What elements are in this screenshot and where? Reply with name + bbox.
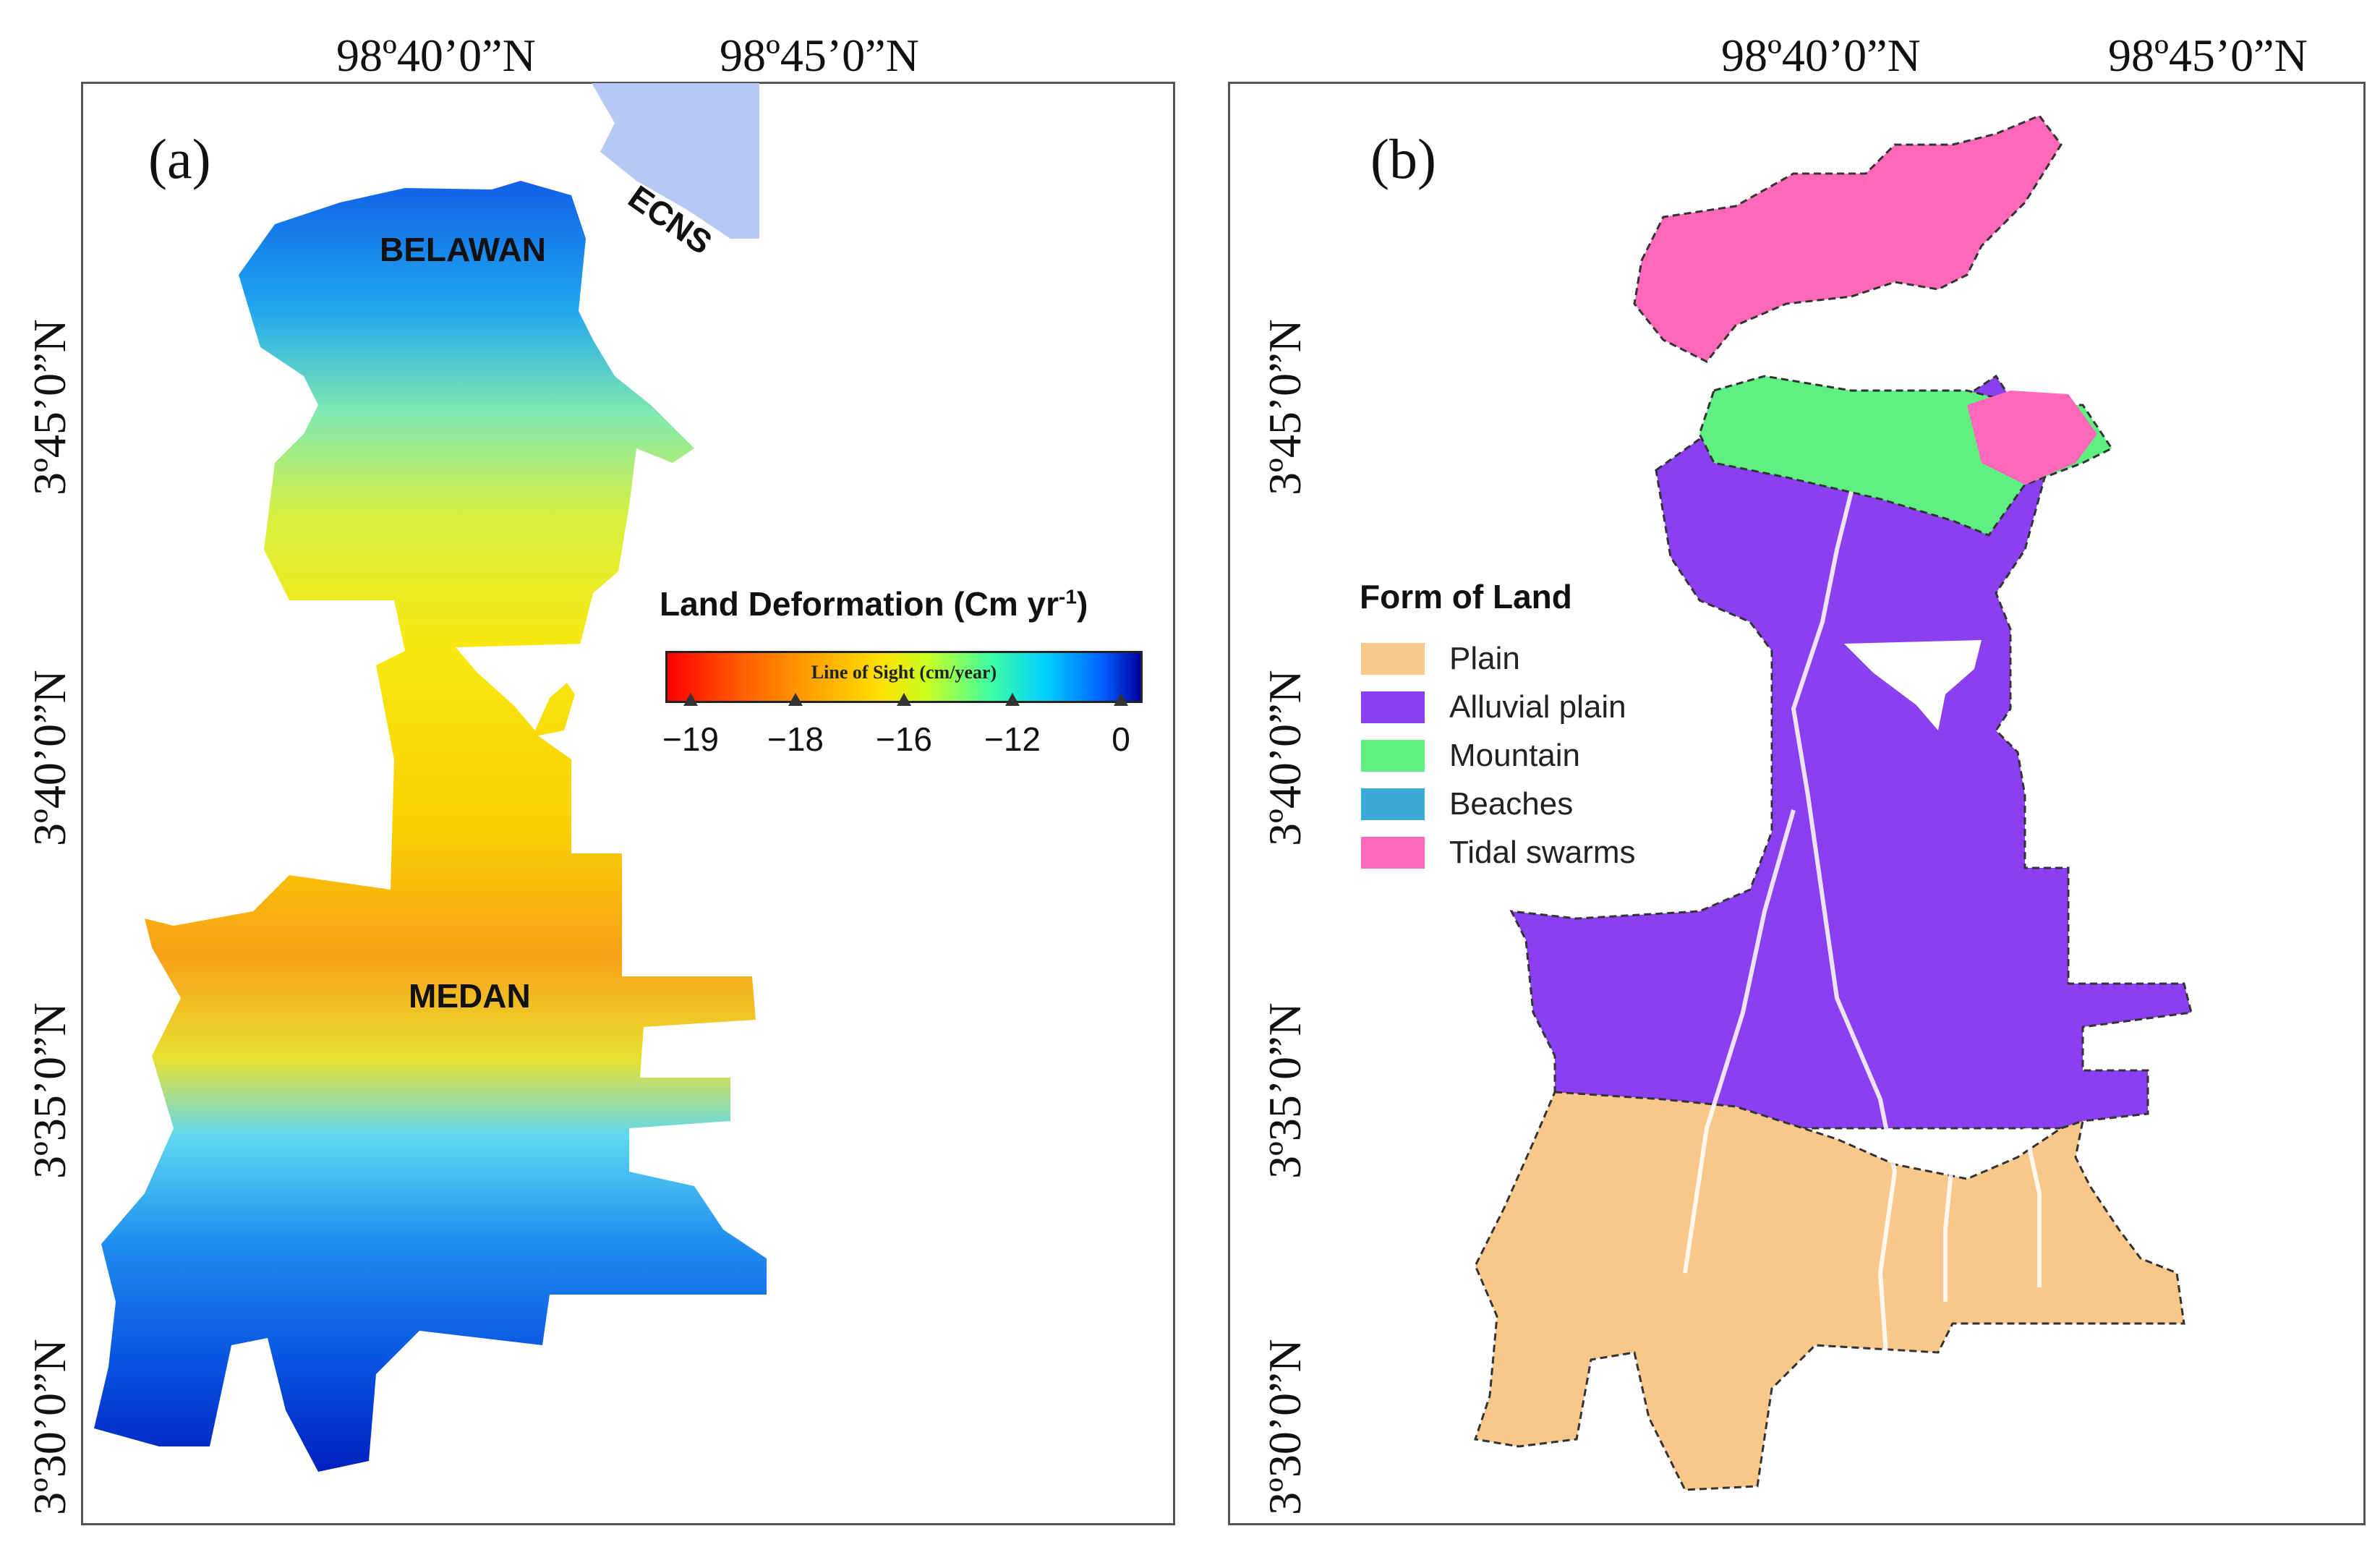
colorbar-marker bbox=[683, 693, 698, 706]
legend-swatch bbox=[1361, 643, 1425, 675]
land-form-legend-title: Form of Land bbox=[1360, 578, 1572, 615]
panel-letter-a: (a) bbox=[148, 127, 211, 190]
legend-swatch bbox=[1361, 691, 1425, 723]
legend-swatch bbox=[1361, 837, 1425, 869]
longitude-label-a-1: 98º40’0”N bbox=[336, 30, 536, 81]
latitude-label-a-1: 3º45’0”N bbox=[24, 319, 75, 495]
colorbar-tick: −16 bbox=[875, 720, 933, 758]
latitude-label-b-1: 3º45’0”N bbox=[1259, 319, 1310, 495]
longitude-label-a-2: 98º45’0”N bbox=[720, 30, 919, 81]
longitude-label-b-2: 98º45’0”N bbox=[2108, 30, 2308, 81]
panel-letter-b: (b) bbox=[1370, 127, 1436, 190]
latitude-label-a-4: 3º30’0”N bbox=[24, 1339, 75, 1515]
place-label-belawan: BELAWAN bbox=[380, 231, 546, 268]
latitude-label-a-3: 3º35’0”N bbox=[24, 1002, 75, 1179]
legend-label: Plain bbox=[1449, 641, 1520, 676]
legend-swatch bbox=[1361, 788, 1425, 820]
latitude-label-a-2: 3º40’0”N bbox=[24, 670, 75, 846]
colorbar-tick: −18 bbox=[767, 720, 824, 758]
latitude-label-b-3: 3º35’0”N bbox=[1259, 1002, 1310, 1179]
colorbar-marker bbox=[1005, 693, 1020, 706]
latitude-label-b-2: 3º40’0”N bbox=[1259, 670, 1310, 846]
legend-label: Tidal swarms bbox=[1449, 835, 1636, 870]
legend-item-beaches: Beaches bbox=[1361, 786, 1574, 822]
legend-label: Beaches bbox=[1449, 786, 1574, 822]
colorbar-marker bbox=[1114, 693, 1128, 706]
colorbar-tick: −12 bbox=[984, 720, 1041, 758]
legend-item-tidal-swarms: Tidal swarms bbox=[1361, 835, 1636, 870]
colorbar-tick: −19 bbox=[662, 720, 720, 758]
legend-item-plain: Plain bbox=[1361, 641, 1520, 676]
colorbar-marker bbox=[897, 693, 911, 706]
longitude-label-b-1: 98º40’0”N bbox=[1721, 30, 1921, 81]
legend-swatch bbox=[1361, 740, 1425, 772]
legend-item-alluvial-plain: Alluvial plain bbox=[1361, 689, 1626, 725]
legend-label: Alluvial plain bbox=[1449, 689, 1626, 725]
deformation-legend-title: Land Deformation (Cm yr-1) bbox=[660, 585, 1088, 623]
legend-item-mountain: Mountain bbox=[1361, 738, 1580, 773]
place-label-medan: MEDAN bbox=[409, 977, 531, 1015]
deformation-map bbox=[94, 83, 767, 1472]
colorbar-tick: 0 bbox=[1112, 720, 1130, 758]
colorbar-label: Line of Sight (cm/year) bbox=[811, 662, 997, 683]
colorbar-marker bbox=[788, 693, 803, 706]
legend-label: Mountain bbox=[1449, 738, 1581, 773]
land-form-map bbox=[1474, 114, 2193, 1491]
latitude-label-b-4: 3º30’0”N bbox=[1259, 1339, 1310, 1515]
